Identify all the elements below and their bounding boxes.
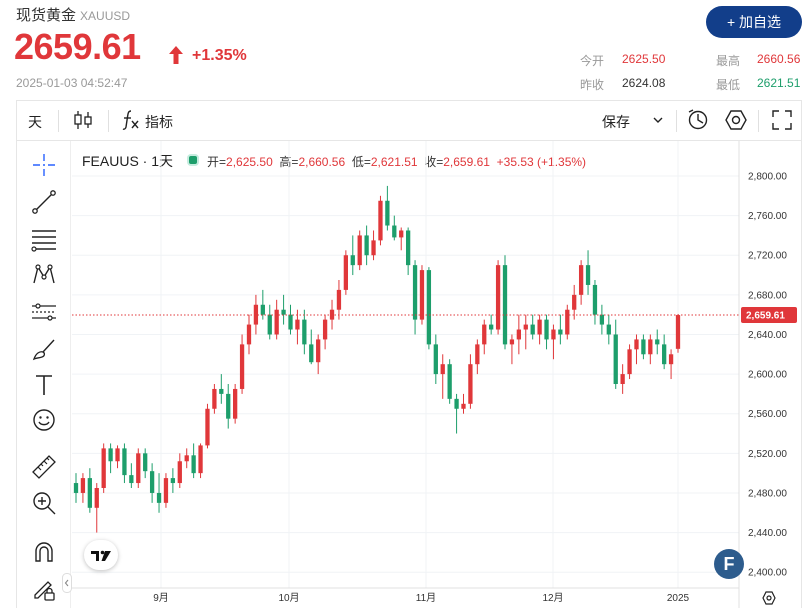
toolbar-divider	[676, 110, 677, 132]
chart-widget	[16, 100, 802, 608]
legend-change: +35.53 (+1.35%)	[496, 155, 587, 169]
open-label: 今开	[580, 54, 605, 68]
zoom-in-icon[interactable]	[30, 489, 58, 517]
candles-icon[interactable]	[72, 108, 94, 132]
text-icon[interactable]	[30, 371, 58, 399]
prediction-icon[interactable]	[30, 298, 58, 326]
legend-low: 2,621.51	[370, 155, 418, 169]
quote-header: 现货黄金 XAUUSD 2659.61 +1.35% 2025-01-03 04:…	[0, 0, 805, 100]
chart-legend: FEAUUS · 1天 开=2,625.50 高=2,660.56 低=2,621…	[82, 151, 586, 171]
toolbar-divider	[108, 110, 109, 132]
ruler-icon[interactable]	[30, 453, 58, 481]
toolbar-divider	[58, 110, 59, 132]
prev-close-value: 2624.08	[622, 76, 666, 90]
prev-close-label: 昨收	[580, 78, 605, 92]
legend-open: 2,625.50	[226, 155, 273, 169]
emoji-icon[interactable]	[30, 406, 58, 434]
legend-close-label: 收=	[424, 155, 444, 169]
chart-toolbar: 天 指标 保存	[16, 100, 802, 141]
instrument-name: 现货黄金 XAUUSD	[16, 7, 131, 24]
fullscreen-icon[interactable]	[770, 108, 794, 132]
legend-symbol[interactable]: FEAUUS · 1天	[82, 153, 174, 169]
brush-icon[interactable]	[30, 335, 58, 363]
lock-pencil-icon[interactable]	[30, 575, 58, 603]
interval-button[interactable]: 天	[28, 114, 42, 130]
high-value: 2660.56	[757, 52, 801, 66]
axis-settings-icon[interactable]	[761, 590, 777, 606]
open-value: 2625.50	[622, 52, 666, 66]
quote-timestamp: 2025-01-03 04:52:47	[16, 76, 128, 90]
high-label: 最高	[716, 54, 741, 68]
settings-icon[interactable]	[724, 108, 748, 132]
price-change-percent: +1.35%	[192, 47, 247, 64]
pattern-icon[interactable]	[30, 261, 58, 289]
instrument-code: XAUUSD	[80, 9, 131, 23]
fib-icon[interactable]	[30, 225, 58, 253]
tradingview-logo-icon	[91, 550, 111, 561]
up-arrow-icon	[169, 46, 183, 64]
crosshair-icon[interactable]	[30, 151, 58, 179]
low-value: 2621.51	[757, 76, 801, 90]
fx-icon[interactable]	[120, 108, 142, 132]
chevron-down-icon[interactable]	[652, 114, 664, 126]
trend-line-icon[interactable]	[30, 188, 58, 216]
f-badge-icon[interactable]: F	[714, 549, 744, 579]
legend-high: 2,660.56	[298, 155, 346, 169]
legend-open-label: 开=	[207, 155, 227, 169]
magnet-icon[interactable]	[30, 539, 58, 567]
market-status-dot	[187, 154, 200, 166]
add-watchlist-button[interactable]: + 加自选	[706, 6, 802, 38]
toolbar-divider	[758, 110, 759, 132]
last-price: 2659.61	[14, 26, 141, 67]
indicators-button[interactable]: 指标	[145, 114, 173, 130]
tradingview-logo[interactable]	[84, 540, 118, 570]
collapse-toolbar-icon[interactable]	[62, 573, 72, 593]
drawing-toolbar	[16, 141, 71, 608]
legend-close: 2,659.61	[443, 155, 490, 169]
low-label: 最低	[716, 78, 741, 92]
save-button[interactable]: 保存	[602, 114, 630, 130]
legend-high-label: 高=	[279, 155, 299, 169]
alert-clock-icon[interactable]	[686, 108, 710, 132]
legend-low-label: 低=	[351, 155, 371, 169]
